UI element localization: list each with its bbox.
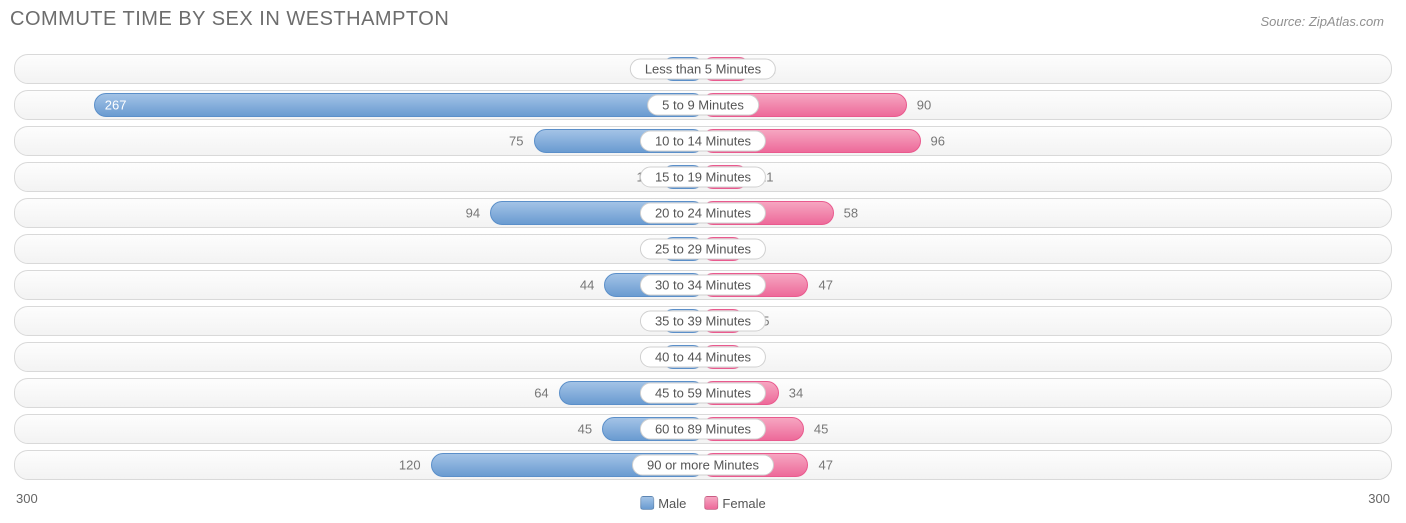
male-value: 94: [466, 206, 480, 221]
female-value: 90: [917, 98, 931, 113]
category-label: 35 to 39 Minutes: [640, 311, 766, 332]
female-value: 96: [931, 134, 945, 149]
axis-tick-left: 300: [16, 491, 38, 506]
category-label: 25 to 29 Minutes: [640, 239, 766, 260]
female-value: 58: [844, 206, 858, 221]
category-label: 40 to 44 Minutes: [640, 347, 766, 368]
chart-row: 1222Less than 5 Minutes: [14, 54, 1392, 84]
male-value: 120: [399, 458, 421, 473]
legend-male: Male: [640, 496, 686, 511]
chart-row: 75 96 10 to 14 Minutes: [14, 126, 1392, 156]
chart-area: 1222Less than 5 Minutes 267 90 5 to 9 Minut…: [14, 54, 1392, 489]
legend: Male Female: [640, 496, 766, 511]
chart-row: 94 58 20 to 24 Minutes: [14, 198, 1392, 228]
chart-row: 267 90 5 to 9 Minutes: [14, 90, 1392, 120]
male-bar: [94, 93, 705, 117]
category-label: 15 to 19 Minutes: [640, 167, 766, 188]
male-value: 44: [580, 278, 594, 293]
chart-source: Source: ZipAtlas.com: [1260, 14, 1384, 29]
male-value: 75: [509, 134, 523, 149]
legend-male-label: Male: [658, 496, 686, 511]
category-label: 45 to 59 Minutes: [640, 383, 766, 404]
chart-row: 01535 to 39 Minutes: [14, 306, 1392, 336]
category-label: 30 to 34 Minutes: [640, 275, 766, 296]
category-label: 90 or more Minutes: [632, 455, 774, 476]
chart-row: 44 47 30 to 34 Minutes: [14, 270, 1392, 300]
chart-row: 45 45 60 to 89 Minutes: [14, 414, 1392, 444]
legend-female-swatch: [704, 496, 718, 510]
female-value: 45: [814, 422, 828, 437]
category-label: 10 to 14 Minutes: [640, 131, 766, 152]
legend-female-label: Female: [722, 496, 765, 511]
chart-title: COMMUTE TIME BY SEX IN WESTHAMPTON: [10, 8, 449, 31]
category-label: Less than 5 Minutes: [630, 59, 776, 80]
chart-row: 64 34 45 to 59 Minutes: [14, 378, 1392, 408]
axis-tick-right: 300: [1368, 491, 1390, 506]
category-label: 60 to 89 Minutes: [640, 419, 766, 440]
female-value: 34: [789, 386, 803, 401]
male-value: 267: [105, 98, 127, 113]
female-value: 47: [818, 458, 832, 473]
male-value: 64: [534, 386, 548, 401]
chart-row: 182115 to 19 Minutes: [14, 162, 1392, 192]
female-value: 47: [818, 278, 832, 293]
legend-male-swatch: [640, 496, 654, 510]
category-label: 5 to 9 Minutes: [647, 95, 759, 116]
legend-female: Female: [704, 496, 765, 511]
male-value: 45: [578, 422, 592, 437]
category-label: 20 to 24 Minutes: [640, 203, 766, 224]
chart-row: 5825 to 29 Minutes: [14, 234, 1392, 264]
chart-row: 0040 to 44 Minutes: [14, 342, 1392, 372]
chart-row: 120 47 90 or more Minutes: [14, 450, 1392, 480]
